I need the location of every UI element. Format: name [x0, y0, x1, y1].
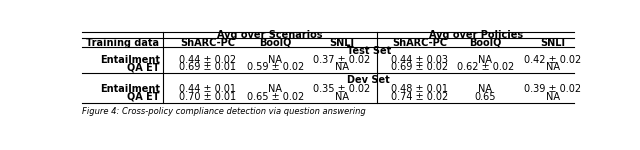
Text: NA: NA — [335, 62, 349, 72]
Text: 0.44 ± 0.01: 0.44 ± 0.01 — [179, 84, 236, 94]
Text: 0.59 ± 0.02: 0.59 ± 0.02 — [246, 62, 304, 72]
Text: Avg over Scenarios: Avg over Scenarios — [217, 30, 323, 40]
Text: 0.35 ± 0.02: 0.35 ± 0.02 — [314, 84, 371, 94]
Text: ShARC-PC: ShARC-PC — [392, 38, 447, 48]
Text: Avg over Policies: Avg over Policies — [429, 30, 523, 40]
Text: NA: NA — [546, 92, 560, 102]
Text: ShARC-PC: ShARC-PC — [180, 38, 236, 48]
Text: NA: NA — [546, 62, 560, 72]
Text: 0.65 ± 0.02: 0.65 ± 0.02 — [246, 92, 304, 102]
Text: 0.70 ± 0.01: 0.70 ± 0.01 — [179, 92, 236, 102]
Text: 0.37 ± 0.02: 0.37 ± 0.02 — [314, 55, 371, 65]
Text: NA: NA — [335, 92, 349, 102]
Text: 0.48 ± 0.01: 0.48 ± 0.01 — [391, 84, 448, 94]
Text: Figure 4: Cross-policy compliance detection via question answering: Figure 4: Cross-policy compliance detect… — [81, 107, 365, 116]
Text: QA ET: QA ET — [127, 92, 160, 102]
Text: 0.62 ± 0.02: 0.62 ± 0.02 — [457, 62, 514, 72]
Text: QA ET: QA ET — [127, 62, 160, 72]
Text: NA: NA — [268, 84, 282, 94]
Text: 0.42 ± 0.02: 0.42 ± 0.02 — [524, 55, 581, 65]
Text: NA: NA — [478, 84, 492, 94]
Text: 0.69 ± 0.01: 0.69 ± 0.01 — [179, 62, 236, 72]
Text: Entailment: Entailment — [100, 55, 160, 65]
Text: 0.74 ± 0.02: 0.74 ± 0.02 — [391, 92, 448, 102]
Text: 0.44 ± 0.02: 0.44 ± 0.02 — [179, 55, 236, 65]
Text: NA: NA — [478, 55, 492, 65]
Text: BoolQ: BoolQ — [469, 38, 502, 48]
Text: 0.39 ± 0.02: 0.39 ± 0.02 — [524, 84, 581, 94]
Text: NA: NA — [268, 55, 282, 65]
Text: Test Set: Test Set — [347, 46, 391, 56]
Text: Training data: Training data — [86, 38, 159, 48]
Text: 0.44 ± 0.03: 0.44 ± 0.03 — [391, 55, 448, 65]
Text: Entailment: Entailment — [100, 84, 160, 94]
Text: SNLI: SNLI — [330, 38, 355, 48]
Text: Dev Set: Dev Set — [348, 75, 390, 85]
Text: 0.69 ± 0.02: 0.69 ± 0.02 — [391, 62, 448, 72]
Text: SNLI: SNLI — [540, 38, 565, 48]
Text: BoolQ: BoolQ — [259, 38, 291, 48]
Text: 0.65: 0.65 — [475, 92, 496, 102]
